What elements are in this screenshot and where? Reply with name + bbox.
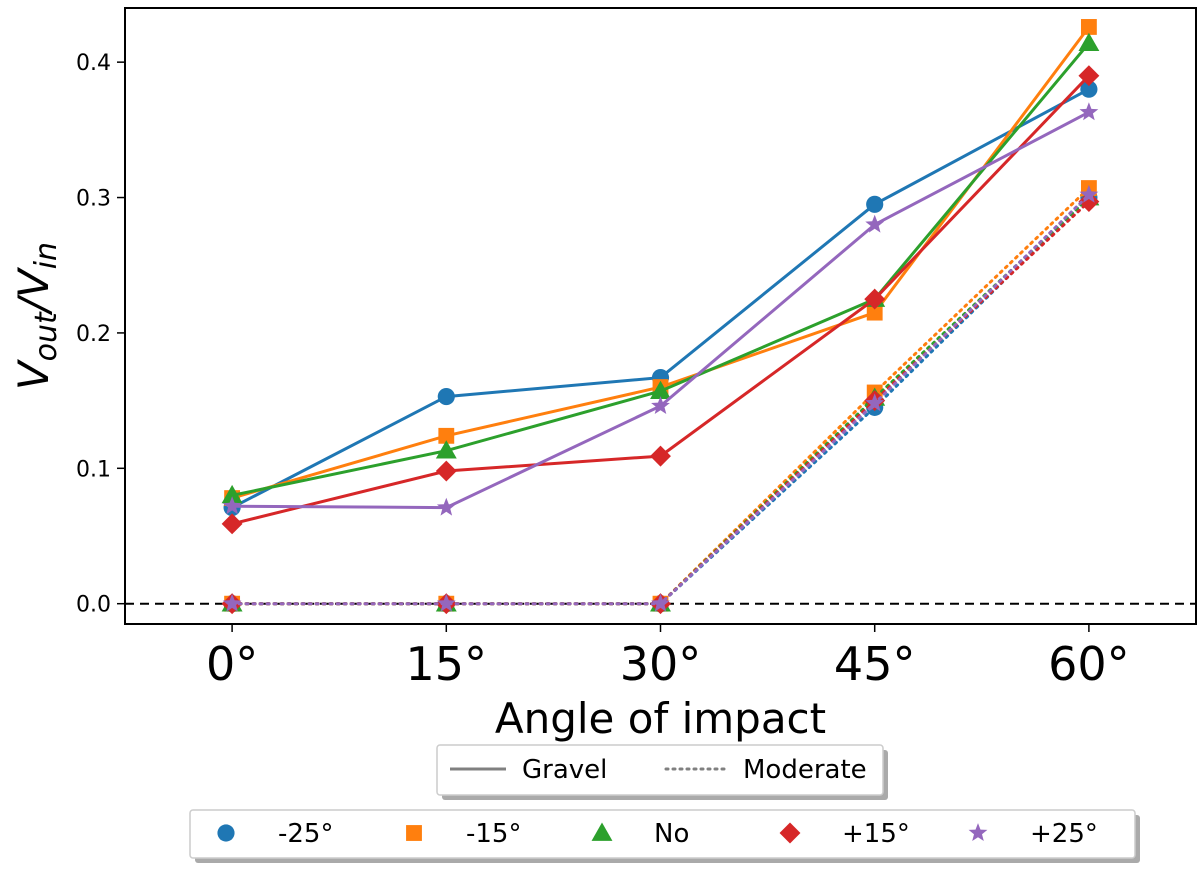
y-tick-label: 0.4 bbox=[76, 51, 111, 76]
legend-item: -25° bbox=[217, 819, 333, 849]
series-1-gravel-line bbox=[231, 26, 1091, 500]
line-style-legend: Gravel Moderate bbox=[436, 744, 888, 800]
series-0-gravel-point bbox=[1080, 80, 1098, 98]
series-1-gravel-point bbox=[438, 427, 455, 444]
series-0-gravel-point bbox=[437, 387, 455, 406]
legend-item: -15° bbox=[406, 819, 521, 849]
series-4-moderate-point bbox=[436, 593, 456, 612]
series-3-gravel-point bbox=[221, 513, 243, 535]
series-4-gravel-point bbox=[436, 497, 456, 516]
x-tick-label: 0° bbox=[206, 637, 258, 691]
x-tick-label: 45° bbox=[834, 637, 916, 691]
x-ticks: 0° 15° 30° 45° 60° bbox=[206, 624, 1130, 691]
series-2-gravel-point bbox=[650, 380, 671, 399]
legend-marker bbox=[968, 823, 988, 841]
series-2-gravel-point bbox=[1078, 32, 1100, 52]
y-tick-label: 0.2 bbox=[76, 322, 111, 347]
series-4-gravel-point bbox=[1079, 102, 1099, 121]
series-4-gravel-point bbox=[651, 396, 670, 414]
legend-marker bbox=[591, 822, 613, 841]
legend-item: No bbox=[591, 819, 689, 849]
y-tick-label: 0.3 bbox=[76, 187, 111, 212]
legend-item: +25° bbox=[968, 819, 1098, 849]
legend-label: -25° bbox=[278, 819, 333, 849]
series-4-gravel bbox=[222, 102, 1099, 516]
series-3-moderate-point bbox=[1078, 191, 1100, 213]
x-axis-label: Angle of impact bbox=[495, 694, 826, 743]
legend-marker bbox=[406, 825, 422, 841]
series-2-gravel-point bbox=[221, 484, 243, 504]
series-legend: -25° -15° No +15° +25° bbox=[189, 809, 1140, 863]
ylabel-sub-out: out bbox=[29, 311, 64, 361]
y-axis-label: Vout/Vin bbox=[9, 242, 64, 390]
y-tick-label: 0.0 bbox=[76, 593, 111, 618]
series-1-gravel bbox=[224, 19, 1097, 507]
series-4 bbox=[222, 184, 1099, 612]
series-4-gravel-point bbox=[865, 214, 885, 233]
legend-label: +15° bbox=[842, 819, 910, 849]
legend-gravel-label: Gravel bbox=[522, 755, 607, 785]
series-3-gravel bbox=[221, 65, 1100, 535]
series-0-gravel-point bbox=[866, 195, 884, 213]
y-tick-label: 0.1 bbox=[76, 457, 111, 482]
x-tick-label: 60° bbox=[1048, 637, 1130, 691]
series-0-gravel-line bbox=[231, 87, 1090, 509]
plot-frame bbox=[124, 7, 1197, 625]
legend-label: +25° bbox=[1030, 819, 1098, 849]
series-2-gravel-line bbox=[231, 42, 1091, 497]
legend-marker bbox=[217, 824, 235, 842]
ylabel-v1: V bbox=[9, 358, 58, 390]
series-1-gravel-point bbox=[866, 304, 883, 321]
series-3-gravel-point bbox=[435, 460, 457, 482]
legend-item: +15° bbox=[779, 819, 910, 849]
legend-moderate-label: Moderate bbox=[743, 755, 867, 785]
legend-label: No bbox=[654, 819, 689, 849]
series-layer bbox=[221, 19, 1100, 615]
series-4-gravel-point bbox=[222, 496, 242, 515]
y-ticks: 0.0 0.1 0.2 0.3 0.4 bbox=[76, 51, 125, 618]
series-2-gravel bbox=[221, 32, 1100, 504]
legend-label: -15° bbox=[466, 819, 521, 849]
series-1-gravel-point bbox=[1080, 19, 1097, 35]
series-2-gravel-point bbox=[435, 440, 457, 459]
legend-marker bbox=[779, 822, 801, 844]
x-tick-label: 30° bbox=[620, 637, 702, 691]
series-4-moderate-point bbox=[651, 593, 670, 612]
series-4-moderate-point bbox=[865, 393, 885, 412]
ylabel-sub-in: in bbox=[29, 242, 64, 269]
series-4-moderate-point bbox=[222, 593, 242, 612]
x-tick-label: 15° bbox=[406, 637, 488, 691]
series-4-moderate-point bbox=[1079, 184, 1099, 203]
series-3-gravel-point bbox=[864, 288, 886, 310]
series-3-gravel-point bbox=[1078, 65, 1100, 87]
series-3-gravel-point bbox=[650, 445, 671, 467]
ylabel-slash-v2: /V bbox=[9, 266, 58, 316]
